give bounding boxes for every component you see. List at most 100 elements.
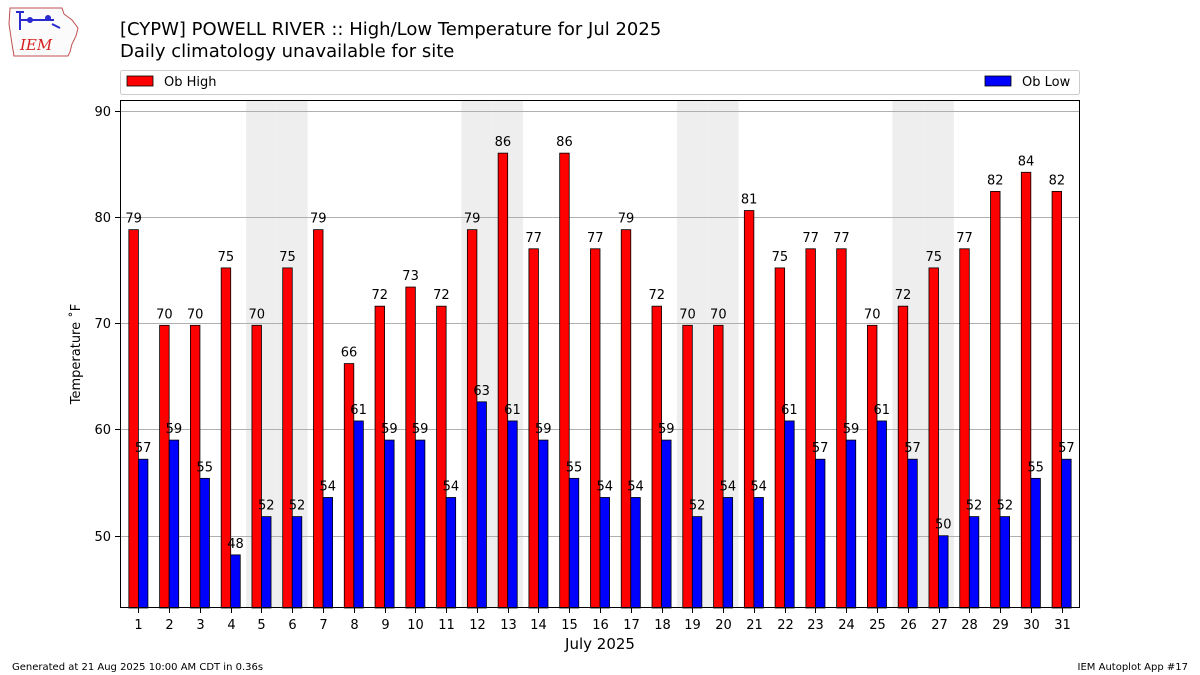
bar-label-low-day-5: 52 — [258, 499, 275, 514]
bar-low-day-28 — [968, 516, 980, 609]
bar-high-day-22 — [774, 267, 786, 609]
bar-label-low-day-23: 57 — [812, 441, 829, 456]
bar-label-low-day-16: 54 — [596, 479, 613, 494]
bar-high-day-29 — [990, 190, 1001, 609]
bar-low-day-19 — [691, 516, 703, 609]
weather-station-icon — [16, 11, 61, 30]
bar-label-high-day-9: 72 — [372, 288, 389, 303]
bar-label-high-day-26: 72 — [895, 288, 912, 303]
bar-low-day-18 — [661, 439, 672, 609]
bar-label-low-day-22: 61 — [781, 403, 798, 418]
bar-label-high-day-31: 82 — [1049, 173, 1066, 188]
bar-low-day-1 — [137, 458, 149, 609]
bar-low-day-25 — [876, 420, 887, 609]
bar-low-day-31 — [1061, 458, 1072, 609]
bar-low-day-12 — [476, 401, 487, 609]
bar-low-day-3 — [199, 477, 210, 609]
bar-label-low-day-20: 54 — [720, 479, 737, 494]
y-tick-label-90: 90 — [94, 105, 111, 120]
bar-low-day-26 — [907, 458, 918, 609]
bar-label-low-day-6: 52 — [289, 499, 306, 514]
x-axis-label: July 2025 — [564, 635, 635, 653]
bar-low-day-20 — [722, 497, 734, 609]
x-tick-label-17: 17 — [623, 618, 640, 633]
bar-label-low-day-31: 57 — [1058, 441, 1075, 456]
bar-high-day-27 — [928, 267, 939, 609]
bar-label-low-day-2: 59 — [166, 422, 183, 437]
bar-label-high-day-13: 86 — [495, 135, 512, 150]
bar-label-low-day-13: 61 — [504, 403, 521, 418]
legend: Ob High Ob Low — [120, 70, 1080, 95]
bar-high-day-11 — [436, 305, 447, 609]
bar-label-low-day-11: 54 — [443, 479, 460, 494]
bar-label-low-day-21: 54 — [750, 479, 767, 494]
bar-label-high-day-24: 77 — [833, 231, 850, 246]
bar-label-low-day-12: 63 — [473, 384, 490, 399]
y-axis-label: Temperature ˚F — [68, 304, 84, 405]
x-tick-label-28: 28 — [961, 618, 978, 633]
chart-subtitle: Daily climatology unavailable for site — [120, 41, 454, 62]
bar-label-low-day-27: 50 — [935, 518, 952, 533]
bar-high-day-9 — [374, 305, 385, 609]
bar-high-day-18 — [651, 305, 662, 609]
bar-label-low-day-18: 59 — [658, 422, 675, 437]
bar-label-low-day-29: 52 — [997, 499, 1014, 514]
x-tick-label-16: 16 — [592, 618, 609, 633]
x-tick-label-8: 8 — [350, 618, 358, 633]
bar-label-high-day-27: 75 — [925, 250, 942, 265]
bar-label-high-day-3: 70 — [187, 307, 204, 322]
bar-label-high-day-4: 75 — [218, 250, 235, 265]
bar-high-day-13 — [497, 152, 509, 609]
bar-low-day-9 — [384, 439, 395, 609]
legend-high-label: Ob High — [164, 75, 217, 90]
x-tick-label-7: 7 — [319, 618, 327, 633]
bar-low-day-27 — [938, 535, 949, 609]
bar-low-day-2 — [168, 439, 180, 609]
footer-generated: Generated at 21 Aug 2025 10:00 AM CDT in… — [12, 662, 263, 673]
bar-label-high-day-2: 70 — [156, 307, 173, 322]
bar-label-low-day-17: 54 — [627, 479, 644, 494]
bar-high-day-30 — [1020, 171, 1032, 609]
bar-label-high-day-19: 70 — [679, 307, 696, 322]
bar-high-day-8 — [343, 363, 355, 609]
bar-low-day-21 — [753, 497, 764, 609]
bar-label-high-day-6: 75 — [279, 250, 296, 265]
x-tick-label-13: 13 — [500, 618, 517, 633]
x-tick-label-27: 27 — [931, 618, 948, 633]
bar-high-day-21 — [743, 210, 755, 609]
bar-low-day-29 — [999, 516, 1011, 609]
x-tick-label-3: 3 — [196, 618, 204, 633]
bar-high-day-16 — [590, 248, 601, 609]
bar-high-day-28 — [959, 248, 970, 609]
x-tick-label-20: 20 — [715, 618, 732, 633]
x-tick-label-29: 29 — [992, 618, 1009, 633]
bar-high-day-10 — [405, 286, 416, 609]
y-axis-ticks: 50 60 70 80 90 — [94, 105, 120, 545]
x-tick-label-18: 18 — [654, 618, 671, 633]
x-tick-label-1: 1 — [134, 618, 142, 633]
bar-label-low-day-14: 59 — [535, 422, 552, 437]
bar-label-high-day-30: 84 — [1018, 154, 1035, 169]
iem-logo[interactable]: IEM — [8, 7, 79, 57]
x-tick-label-15: 15 — [561, 618, 578, 633]
logo-text: IEM — [19, 36, 53, 54]
x-tick-label-14: 14 — [530, 618, 547, 633]
x-tick-label-4: 4 — [227, 618, 235, 633]
bar-label-low-day-7: 54 — [320, 479, 337, 494]
bar-label-high-day-11: 72 — [433, 288, 450, 303]
bar-low-day-14 — [538, 439, 549, 609]
bar-label-high-day-29: 82 — [987, 173, 1004, 188]
bar-label-low-day-19: 52 — [689, 499, 706, 514]
bar-label-high-day-8: 66 — [341, 346, 358, 361]
bar-high-day-19 — [682, 324, 693, 609]
y-tick-label-50: 50 — [94, 530, 111, 545]
x-tick-label-11: 11 — [438, 618, 455, 633]
bar-high-day-23 — [805, 248, 816, 609]
bar-label-high-day-1: 79 — [125, 212, 142, 227]
x-tick-label-26: 26 — [900, 618, 917, 633]
bar-low-day-22 — [784, 420, 795, 609]
bar-high-day-4 — [220, 267, 232, 609]
bars — [128, 152, 1072, 609]
bar-labels: 79 70 70 75 70 75 79 66 72 73 72 79 86 77 86 77 79 72 70 70… — [125, 135, 1074, 552]
bar-label-high-day-21: 81 — [741, 193, 758, 208]
